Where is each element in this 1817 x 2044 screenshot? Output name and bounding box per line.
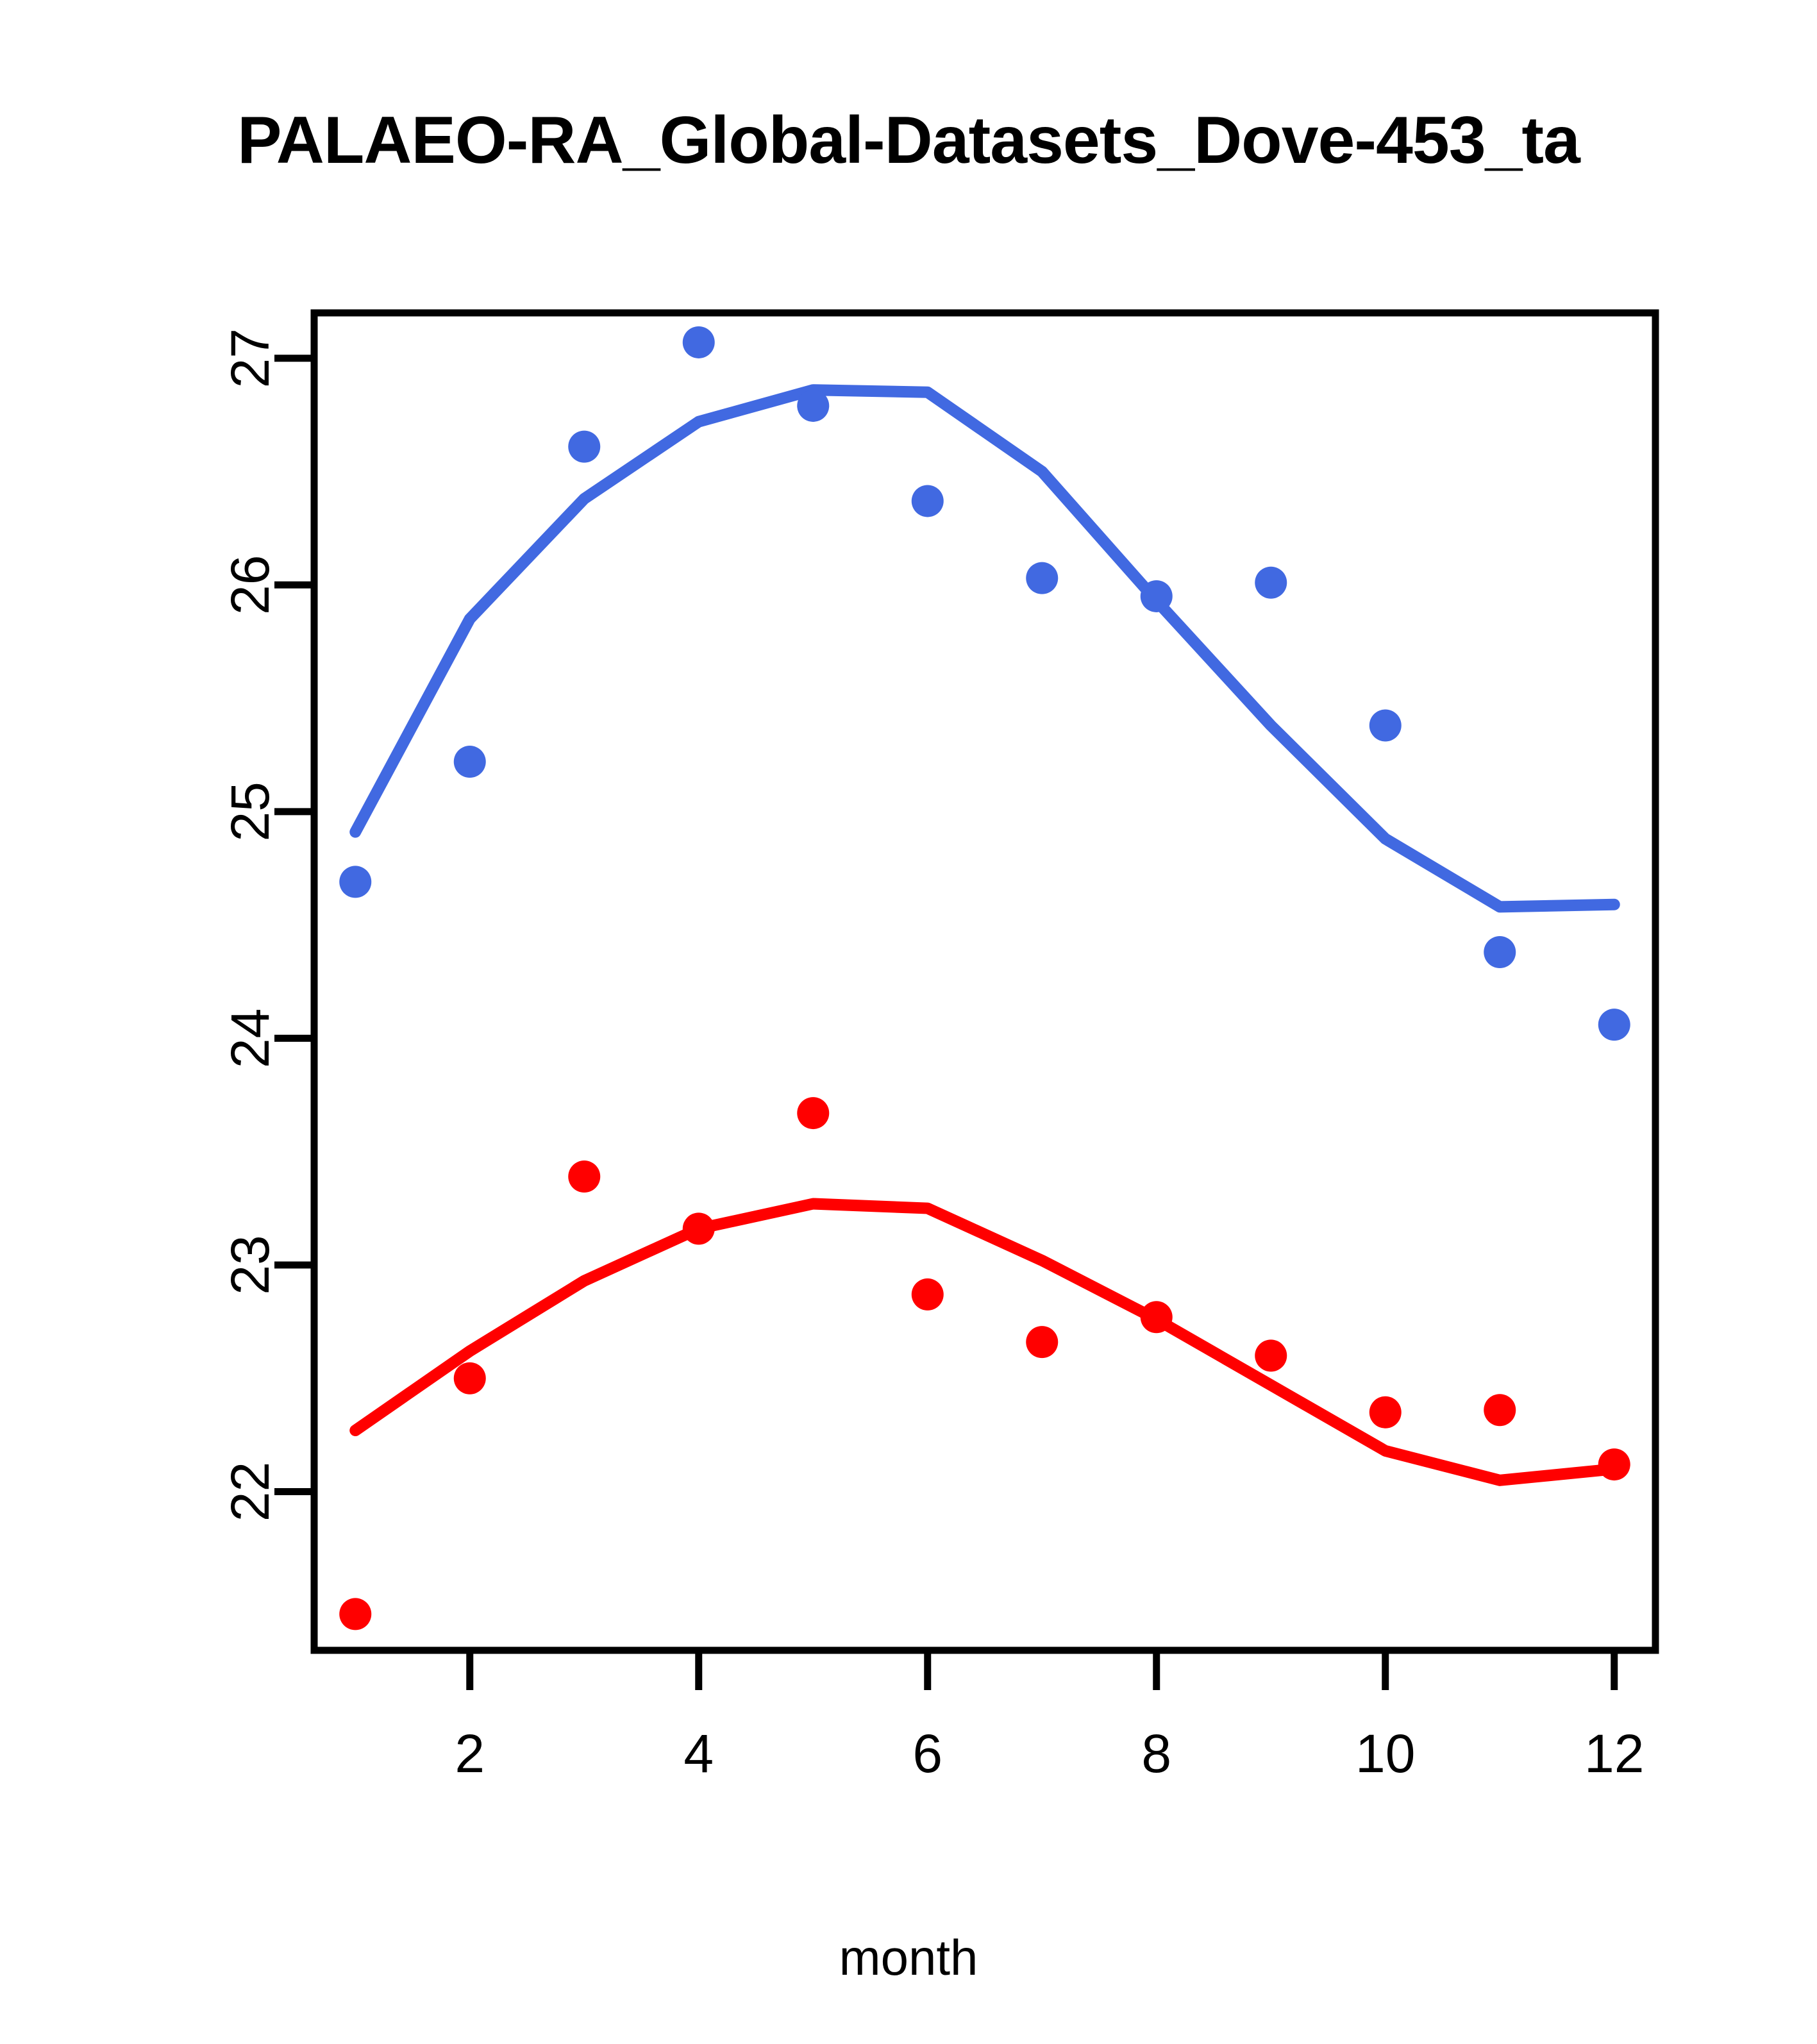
data-point	[1598, 1009, 1630, 1041]
y-tick-label: 26	[220, 555, 280, 615]
data-point	[1598, 1448, 1630, 1481]
data-point	[682, 1212, 715, 1245]
y-axis-tick-labels: 22 23 24 25 26 27	[220, 328, 280, 1521]
data-point	[911, 485, 944, 517]
x-tick-label: 2	[455, 1723, 485, 1784]
x-tick-label: 10	[1355, 1723, 1415, 1784]
data-point	[453, 746, 486, 778]
x-axis-label: month	[839, 1929, 978, 1986]
data-point	[1026, 562, 1059, 594]
data-point	[797, 389, 830, 422]
data-point	[1484, 936, 1516, 969]
data-point	[1484, 1394, 1516, 1427]
y-tick-label: 24	[220, 1009, 280, 1068]
data-point	[453, 1362, 486, 1395]
data-point	[1255, 1339, 1287, 1372]
x-axis-tick-labels: 2 4 6 8 10 12	[455, 1723, 1644, 1784]
y-tick-label: 25	[220, 782, 280, 841]
data-point	[1140, 580, 1173, 612]
data-point	[797, 1097, 830, 1130]
data-point	[1369, 709, 1402, 742]
y-tick-label: 27	[220, 328, 280, 388]
x-tick-label: 4	[683, 1723, 714, 1784]
data-point	[1255, 566, 1287, 599]
x-tick-label: 12	[1584, 1723, 1644, 1784]
x-tick-label: 6	[912, 1723, 942, 1784]
data-point	[339, 1598, 372, 1630]
series-lines-group	[349, 384, 1620, 1486]
data-point	[911, 1278, 944, 1311]
data-point	[568, 430, 601, 463]
data-point	[339, 866, 372, 898]
plot-frame	[310, 309, 1659, 1654]
y-tick-label: 22	[220, 1462, 280, 1521]
series-points-group	[339, 326, 1630, 1630]
data-point	[568, 1160, 601, 1193]
data-point	[1026, 1326, 1059, 1359]
series-line-red-line	[349, 1198, 1620, 1486]
x-tick-label: 8	[1141, 1723, 1171, 1784]
y-tick-label: 23	[220, 1235, 280, 1294]
series-line-blue-line	[349, 384, 1620, 913]
data-point	[1369, 1396, 1402, 1428]
page-title: PALAEO-RA_Global-Datasets_Dove-453_ta	[237, 103, 1580, 178]
x-axis-ticks	[466, 1650, 1618, 1690]
data-point	[1140, 1301, 1173, 1334]
y-axis-ticks	[274, 355, 314, 1496]
data-point	[682, 326, 715, 358]
